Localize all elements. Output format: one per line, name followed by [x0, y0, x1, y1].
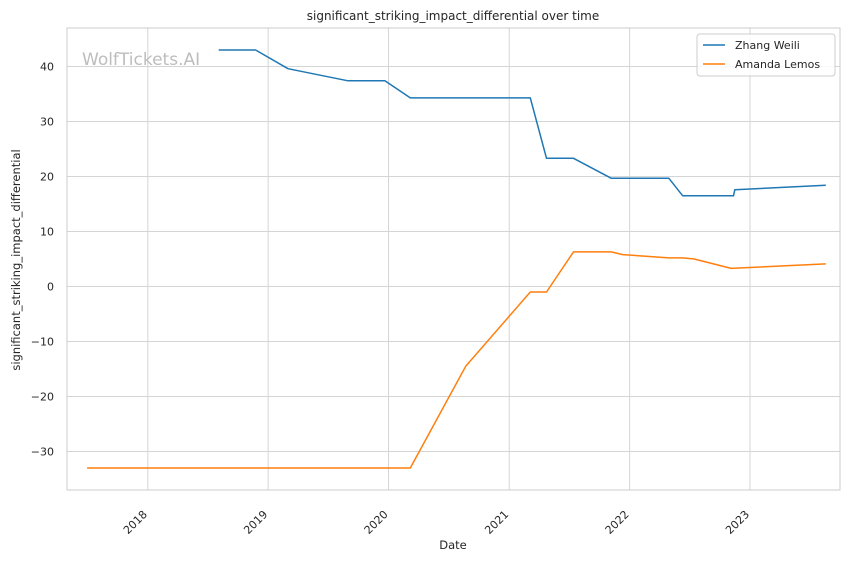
- chart-title: significant_striking_impact_differential…: [307, 9, 599, 23]
- series-line-0: [218, 49, 826, 197]
- y-tick-label: −20: [31, 391, 54, 404]
- x-tick-label: 2023: [723, 508, 752, 537]
- y-tick-label: 20: [40, 171, 54, 184]
- x-tick-label: 2020: [362, 508, 391, 537]
- legend-label-zhang-weili: Zhang Weili: [735, 39, 800, 52]
- watermark: WolfTickets.AI: [82, 50, 200, 70]
- y-tick-label: 10: [40, 226, 54, 239]
- series-lines: [87, 49, 826, 469]
- y-tick-label: 0: [47, 281, 54, 294]
- legend-box: [696, 33, 836, 77]
- x-tick-label: 2019: [241, 508, 270, 537]
- x-axis-label: Date: [439, 538, 467, 552]
- legend-label-amanda-lemos: Amanda Lemos: [735, 58, 820, 71]
- y-tick-label: −10: [31, 336, 54, 349]
- series-line-1: [87, 251, 826, 469]
- x-tick-label: 2022: [603, 508, 632, 537]
- y-tick-label: −30: [31, 446, 54, 459]
- plot-frame: [66, 27, 841, 491]
- x-axis-ticks: 2018 2019 2020 2021 2022 2023: [121, 508, 752, 537]
- grid-lines: [67, 28, 840, 490]
- x-tick-label: 2018: [121, 508, 150, 537]
- y-tick-label: 30: [40, 116, 54, 129]
- y-axis-label: significant_striking_impact_differential: [9, 149, 23, 370]
- legend: Zhang Weili Amanda Lemos: [696, 33, 836, 77]
- x-tick-label: 2021: [482, 508, 511, 537]
- y-tick-label: 40: [40, 61, 54, 74]
- plot-background: [67, 28, 840, 490]
- y-axis-ticks: −30 −20 −10 0 10 20 30 40: [31, 61, 54, 459]
